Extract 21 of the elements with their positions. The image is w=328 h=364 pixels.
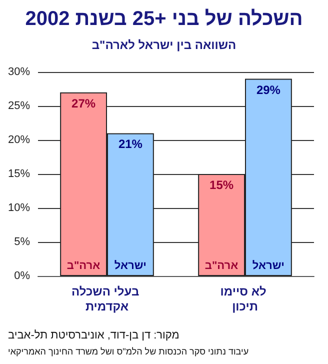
text: מקור: דן בן-דוד, אוניברסיטת תל-אביב [8, 330, 180, 342]
x-tick-label: לא סיימו תיכון [220, 284, 270, 314]
chart-title: השכלה של בני +25 בשנת 2002 [25, 8, 303, 30]
y-tick-label: 25% [8, 100, 30, 112]
text: ישראל [252, 260, 285, 272]
data-label: 29% [256, 82, 281, 97]
y-tick-label: 5% [14, 236, 30, 248]
y-tick-label: 15% [8, 168, 30, 180]
data-label: 27% [72, 96, 96, 110]
text: ארה"ב [204, 260, 238, 272]
chart-subtitle: השוואה בין ישראל לארה"ב [92, 38, 236, 52]
series-label: ישראל [114, 260, 147, 272]
y-tick-label: 0% [14, 270, 30, 282]
series-label: ארה"ב [66, 260, 101, 272]
y-tick-label: 30% [8, 66, 30, 78]
text: עיבוד נתוני סקר הכנסות של הלמ"ס ושל משרד החינוך האמריקאי [8, 346, 249, 356]
y-tick-label: 10% [8, 202, 30, 214]
y-tick-label: 20% [8, 134, 30, 146]
data-label: 15% [210, 178, 234, 192]
x-tick-label: בעלי השכלה אקדמית [72, 284, 142, 314]
data-label: 21% [118, 137, 143, 152]
